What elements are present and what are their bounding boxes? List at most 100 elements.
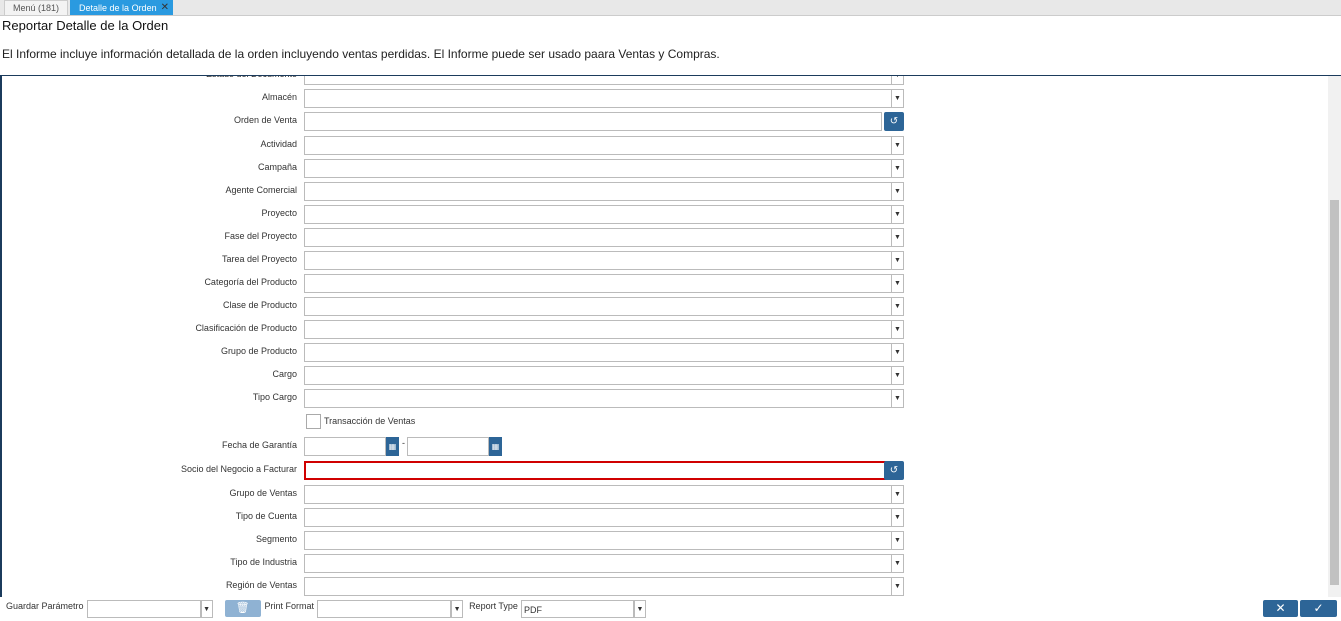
chevron-down-icon[interactable]: ▼ [891,485,904,504]
print-format-select[interactable] [317,600,452,618]
chevron-down-icon[interactable]: ▼ [200,600,213,618]
tab-menu[interactable]: Menú (181) [4,0,69,15]
field-estado-del-documento: Estado del Documento ▼ [2,76,922,86]
calendar-icon[interactable]: ▦ [489,437,502,456]
field-label: Categoría del Producto [204,277,297,287]
field-grupo-de-producto: Grupo de Producto ▼ [2,343,922,363]
close-icon[interactable]: ✕ [160,2,169,13]
agente-comercial-select[interactable] [304,182,904,201]
field-label: Fase del Proyecto [224,231,297,241]
categoria-del-producto-select[interactable] [304,274,904,293]
chevron-down-icon[interactable]: ▼ [891,76,904,85]
transaction-checkbox[interactable] [306,414,321,429]
delete-parameter-button[interactable]: 🗑 [224,600,261,617]
orden-de-venta-input[interactable] [304,112,882,131]
chevron-down-icon[interactable]: ▼ [891,89,904,108]
search-button[interactable]: ↺ [884,112,904,131]
field-label: Actividad [260,139,297,149]
chevron-down-icon[interactable]: ▼ [891,577,904,596]
page-description: El Informe incluye información detallada… [2,47,720,61]
field-almacen: Almacén ▼ [2,89,922,109]
field-fase-del-proyecto: Fase del Proyecto ▼ [2,228,922,248]
field-orden-de-venta: Orden de Venta ↺ [2,112,922,132]
close-icon: ✕ [1275,601,1286,615]
campana-select[interactable] [304,159,904,178]
field-label: Almacén [261,92,297,102]
footer-controls: Guardar Parámetro ▼ 🗑 Print Format ▼ Rep… [6,600,652,618]
field-label: Grupo de Ventas [229,488,297,498]
parameter-form: Estado del Documento ▼ Almacén ▼ Orden de Ve… [0,76,1328,597]
almacen-select[interactable] [304,89,904,108]
field-cargo: Cargo ▼ [2,366,922,386]
chevron-down-icon[interactable]: ▼ [891,320,904,339]
tipo-cargo-select[interactable] [304,389,904,408]
segmento-select[interactable] [304,531,904,550]
field-label: Región de Ventas [225,580,297,590]
field-tarea-del-proyecto: Tarea del Proyecto ▼ [2,251,922,271]
tipo-de-industria-select[interactable] [304,554,904,573]
field-label: Tarea del Proyecto [221,254,297,264]
field-label: Fecha de Garantía [221,440,297,450]
ok-button[interactable]: ✓ [1300,600,1337,617]
proyecto-select[interactable] [304,205,904,224]
chevron-down-icon[interactable]: ▼ [891,159,904,178]
field-transaccion-de-ventas: Transacción de Ventas [2,414,922,434]
field-region-de-ventas: Región de Ventas ▼ [2,577,922,597]
cancel-button[interactable]: ✕ [1263,600,1298,617]
chevron-down-icon[interactable]: ▼ [891,136,904,155]
tab-order-detail[interactable]: Detalle de la Orden ✕ [70,0,173,15]
field-label: Estado del Documento [206,76,297,79]
field-label: Tipo de Industria [230,557,297,567]
report-type-select[interactable]: PDF [520,600,634,618]
field-actividad: Actividad ▼ [2,136,922,156]
field-clase-de-producto: Clase de Producto ▼ [2,297,922,317]
check-icon: ✓ [1313,601,1324,615]
grupo-de-ventas-select[interactable] [304,485,904,504]
chevron-down-icon[interactable]: ▼ [891,508,904,527]
field-clasificacion-de-producto: Clasificación de Producto ▼ [2,320,922,340]
tab-label: Detalle de la Orden [79,3,157,13]
tipo-de-cuenta-select[interactable] [304,508,904,527]
chevron-down-icon[interactable]: ▼ [891,389,904,408]
field-agente-comercial: Agente Comercial ▼ [2,182,922,202]
chevron-down-icon[interactable]: ▼ [891,228,904,247]
field-label: Proyecto [261,208,297,218]
chevron-down-icon[interactable]: ▼ [891,297,904,316]
field-label: Socio del Negocio a Facturar [180,464,297,474]
actividad-select[interactable] [304,136,904,155]
field-categoria-del-producto: Categoría del Producto ▼ [2,274,922,294]
tarea-del-proyecto-select[interactable] [304,251,904,270]
chevron-down-icon[interactable]: ▼ [891,366,904,385]
grupo-de-producto-select[interactable] [304,343,904,362]
chevron-down-icon[interactable]: ▼ [891,182,904,201]
cargo-select[interactable] [304,366,904,385]
chevron-down-icon[interactable]: ▼ [633,600,646,618]
vertical-scrollbar[interactable] [1328,76,1341,597]
field-socio-del-negocio-a-facturar: Socio del Negocio a Facturar ↺ [2,461,922,481]
clase-de-producto-select[interactable] [304,297,904,316]
chevron-down-icon[interactable]: ▼ [891,205,904,224]
socio-del-negocio-a-facturar-input[interactable] [304,461,886,480]
region-de-ventas-select[interactable] [304,577,904,596]
chevron-down-icon[interactable]: ▼ [891,531,904,550]
fase-del-proyecto-select[interactable] [304,228,904,247]
date-from-input[interactable] [304,437,386,456]
date-to-input[interactable] [407,437,489,456]
chevron-down-icon[interactable]: ▼ [891,554,904,573]
chevron-down-icon[interactable]: ▼ [451,600,464,618]
calendar-icon[interactable]: ▦ [386,437,399,456]
chevron-down-icon[interactable]: ▼ [891,343,904,362]
estado-del-documento-select[interactable] [304,76,904,85]
scrollbar-thumb[interactable] [1330,200,1339,585]
search-button[interactable]: ↺ [884,461,904,480]
chevron-down-icon[interactable]: ▼ [891,251,904,270]
field-segmento: Segmento ▼ [2,531,922,551]
field-proyecto: Proyecto ▼ [2,205,922,225]
save-parameter-select[interactable] [86,600,201,618]
report-type-label: Report Type [469,601,518,611]
field-tipo-de-cuenta: Tipo de Cuenta ▼ [2,508,922,528]
clasificacion-de-producto-select[interactable] [304,320,904,339]
chevron-down-icon[interactable]: ▼ [891,274,904,293]
field-label: Tipo Cargo [252,392,297,402]
print-format-label: Print Format [264,601,315,611]
